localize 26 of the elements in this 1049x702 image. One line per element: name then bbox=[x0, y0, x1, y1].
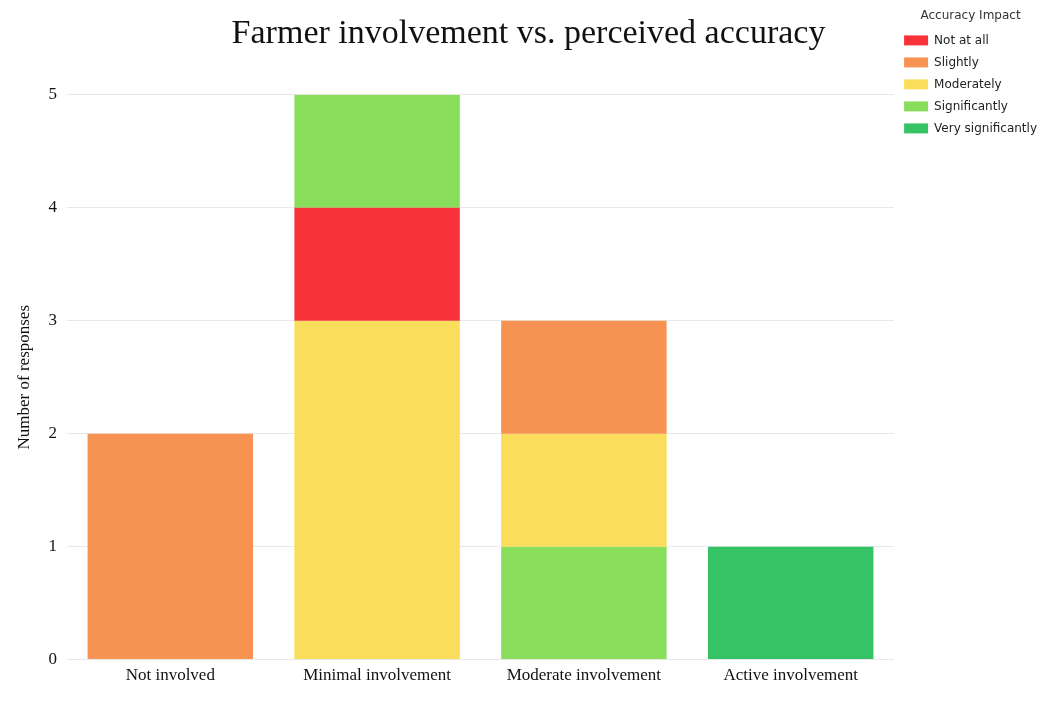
legend-label: Moderately bbox=[934, 76, 1002, 91]
chart-title: Farmer involvement vs. perceived accuracy bbox=[231, 13, 826, 51]
x-tick-label: Moderate involvement bbox=[506, 665, 662, 685]
bar bbox=[501, 546, 667, 660]
legend-title: Accuracy Impact bbox=[920, 8, 1021, 23]
bar bbox=[294, 207, 460, 321]
legend-label: Slightly bbox=[934, 54, 979, 69]
y-tick-label: 3 bbox=[48, 310, 57, 330]
legend-label: Not at all bbox=[934, 32, 989, 47]
y-tick-label: 1 bbox=[48, 536, 57, 556]
y-axis-title: Number of responses bbox=[13, 304, 33, 450]
legend-label: Very significantly bbox=[934, 120, 1038, 135]
x-tick-label: Not involved bbox=[125, 665, 216, 685]
legend-label: Significantly bbox=[934, 98, 1008, 113]
bar bbox=[294, 320, 460, 660]
y-tick-label: 0 bbox=[48, 649, 57, 669]
bar bbox=[87, 433, 254, 660]
bar bbox=[501, 433, 667, 547]
y-tick-label: 2 bbox=[48, 423, 57, 443]
x-tick-label: Minimal involvement bbox=[303, 665, 452, 685]
y-tick-label: 5 bbox=[48, 84, 57, 104]
y-tick-label: 4 bbox=[48, 197, 58, 217]
bar bbox=[294, 94, 460, 208]
x-tick-label: Active involvement bbox=[723, 665, 859, 685]
bar bbox=[707, 546, 874, 660]
bar bbox=[501, 320, 667, 434]
